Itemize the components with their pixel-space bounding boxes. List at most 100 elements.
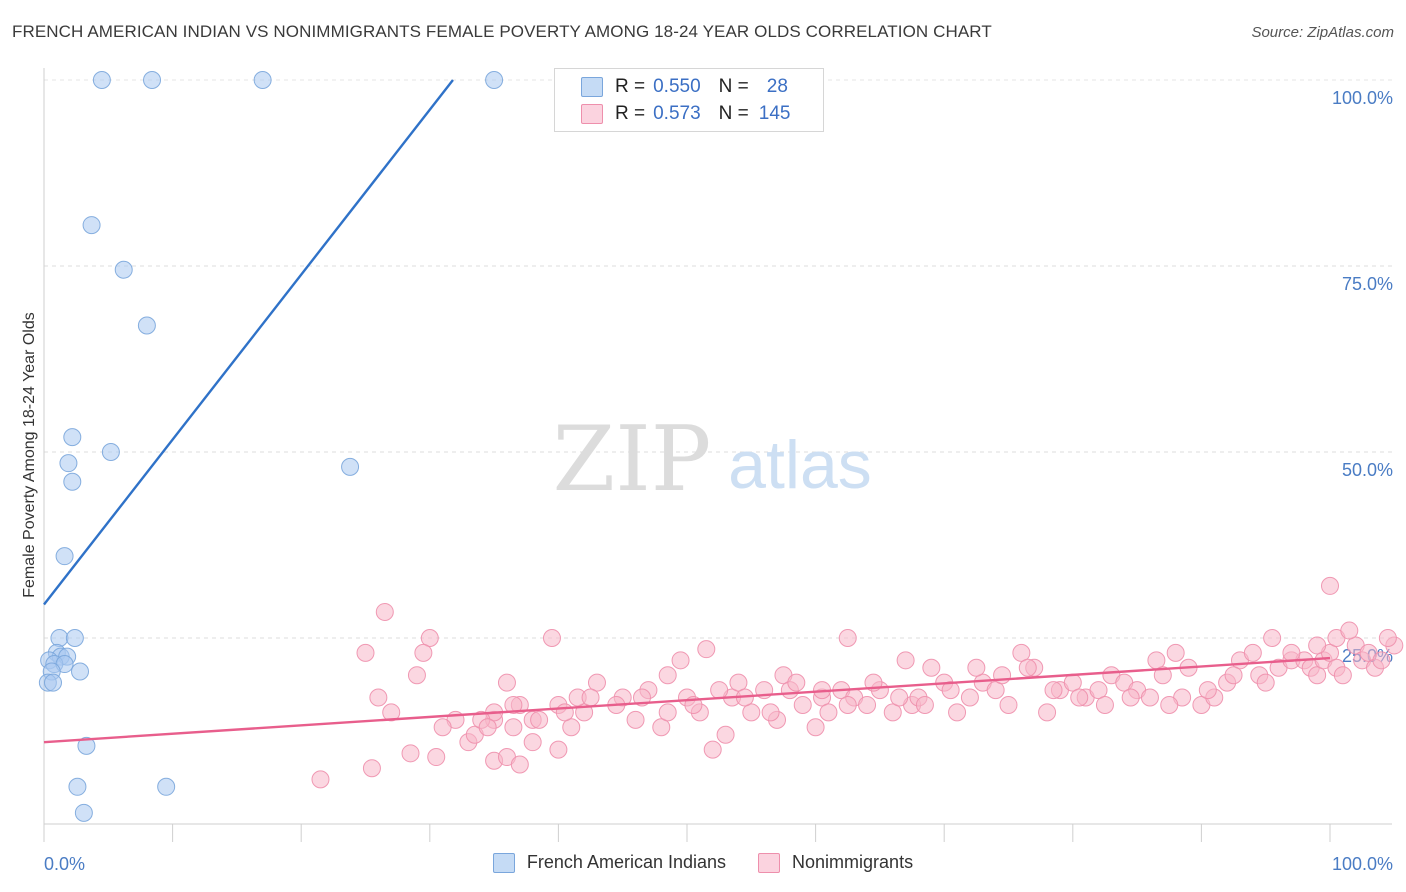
nonimmigrants-point bbox=[1282, 643, 1301, 662]
legend-r-label: R = bbox=[615, 76, 646, 97]
nonimmigrants-point bbox=[1012, 643, 1031, 662]
nonimmigrants-point bbox=[356, 643, 375, 662]
nonimmigrants-point bbox=[1038, 703, 1057, 722]
french-american-indians-point bbox=[101, 443, 120, 461]
nonimmigrants-point bbox=[382, 703, 401, 722]
x-tick-label: 0.0% bbox=[44, 854, 85, 874]
french-american-indians-point bbox=[485, 71, 504, 89]
y-tick-label: 75.0% bbox=[1342, 274, 1393, 294]
nonimmigrants-point bbox=[523, 733, 542, 752]
nonimmigrants-point bbox=[858, 695, 877, 714]
watermark-zip: ZIP bbox=[553, 407, 712, 512]
legend-n-label: N = bbox=[718, 76, 749, 97]
french-american-indians-point bbox=[157, 777, 176, 796]
nonimmigrants-point bbox=[761, 703, 780, 722]
trend-lines bbox=[43, 79, 1331, 744]
nonimmigrants-point bbox=[960, 688, 979, 707]
legend-r-label: R = bbox=[615, 103, 646, 124]
nonimmigrants-point bbox=[1308, 666, 1327, 685]
nonimmigrants-point bbox=[806, 718, 825, 737]
nonimmigrants-point bbox=[883, 703, 902, 722]
nonimmigrants-point bbox=[1095, 695, 1114, 714]
nonimmigrants-point bbox=[478, 718, 497, 737]
nonimmigrants-point bbox=[819, 703, 838, 722]
source-credit: Source: ZipAtlas.com bbox=[1251, 24, 1394, 41]
french-american-indians-points bbox=[38, 71, 504, 822]
nonimmigrants-point bbox=[658, 666, 677, 685]
nonimmigrants-point bbox=[838, 629, 857, 647]
nonimmigrants-point bbox=[1121, 688, 1140, 707]
french-american-indians-point bbox=[63, 472, 82, 491]
series-legend-french: French American Indians bbox=[492, 852, 726, 873]
nonimmigrants-point bbox=[697, 640, 716, 659]
watermark: ZIP atlas bbox=[553, 407, 872, 512]
series-swatch-blue bbox=[492, 852, 515, 873]
nonimmigrants-point bbox=[1243, 643, 1262, 662]
nonimmigrants-point bbox=[1153, 666, 1172, 685]
nonimmigrants-point bbox=[941, 681, 960, 700]
series-swatch-pink bbox=[758, 852, 781, 873]
nonimmigrants-point bbox=[1089, 681, 1108, 700]
french-american-indians-point bbox=[341, 457, 360, 476]
nonimmigrants-point bbox=[1070, 688, 1089, 707]
series-legend-nonimmigrants: Nonimmigrants bbox=[758, 852, 913, 873]
french-american-indians-point bbox=[59, 454, 78, 473]
nonimmigrants-point bbox=[1044, 681, 1063, 700]
nonimmigrants-point bbox=[407, 666, 426, 685]
nonimmigrants-point bbox=[1224, 666, 1243, 685]
nonimmigrants-point bbox=[948, 703, 967, 722]
nonimmigrants-point bbox=[581, 688, 600, 707]
nonimmigrants-point bbox=[787, 673, 806, 692]
french-american-indians-point bbox=[114, 260, 133, 279]
nonimmigrants-point bbox=[703, 740, 722, 759]
nonimmigrants-point bbox=[652, 718, 671, 737]
nonimmigrants-point bbox=[375, 602, 394, 621]
nonimmigrants-point bbox=[1372, 651, 1391, 670]
legend-r-value: 0.550 bbox=[653, 76, 701, 97]
nonimmigrants-point bbox=[420, 629, 439, 647]
nonimmigrants-point bbox=[1018, 658, 1037, 677]
legend-n-value: 28 bbox=[766, 76, 788, 97]
gridlines bbox=[44, 79, 1392, 639]
nonimmigrants-point bbox=[427, 748, 446, 767]
y-tick-labels: 25.0%50.0%75.0%100.0% bbox=[1332, 88, 1393, 666]
nonimmigrants-point bbox=[1321, 576, 1339, 595]
nonimmigrants-point bbox=[626, 710, 645, 729]
nonimmigrants-point bbox=[1340, 621, 1359, 640]
nonimmigrants-point bbox=[362, 759, 381, 778]
nonimmigrants-point bbox=[587, 673, 606, 692]
nonimmigrants-point bbox=[1256, 673, 1275, 692]
nonimmigrants-point bbox=[1166, 643, 1185, 662]
french-american-indians-point bbox=[77, 736, 96, 755]
nonimmigrants-point bbox=[510, 755, 529, 774]
nonimmigrants-point bbox=[922, 658, 941, 677]
nonimmigrants-point bbox=[1378, 629, 1397, 647]
legend-row-french: R = 0.550 N = 28 bbox=[555, 74, 788, 100]
nonimmigrants-point bbox=[401, 744, 420, 763]
nonimmigrants-point bbox=[530, 710, 549, 729]
nonimmigrants-point bbox=[504, 695, 523, 714]
french-american-indians-point bbox=[50, 629, 69, 647]
nonimmigrants-point bbox=[549, 740, 568, 759]
nonimmigrants-point bbox=[999, 695, 1018, 714]
series-legend: French American Indians Nonimmigrants bbox=[0, 852, 1406, 873]
french-american-indians-point bbox=[63, 428, 82, 447]
french-american-indians-point bbox=[71, 662, 90, 681]
nonimmigrants-point bbox=[729, 673, 748, 692]
nonimmigrants-point bbox=[915, 695, 934, 714]
legend-swatch-blue bbox=[581, 77, 603, 97]
nonimmigrants-point bbox=[890, 688, 909, 707]
watermark-atlas: atlas bbox=[728, 427, 872, 503]
french-american-indians-point bbox=[65, 629, 84, 647]
x-tick-labels: 0.0% 100.0% bbox=[44, 854, 1393, 874]
nonimmigrants-point bbox=[1198, 681, 1217, 700]
y-tick-label: 50.0% bbox=[1342, 460, 1393, 480]
nonimmigrants-point bbox=[562, 718, 581, 737]
nonimmigrants-point bbox=[838, 695, 857, 714]
nonimmigrants-point bbox=[793, 695, 812, 714]
nonimmigrants-point bbox=[433, 718, 452, 737]
nonimmigrants-trend bbox=[43, 656, 1331, 744]
nonimmigrants-point bbox=[1140, 688, 1159, 707]
french-american-indians-point bbox=[44, 673, 63, 692]
